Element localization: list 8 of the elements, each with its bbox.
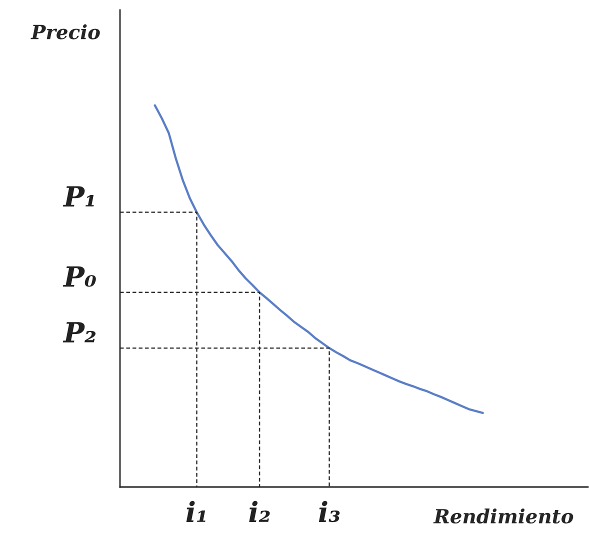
text: P₁ [62, 186, 94, 206]
x-tick-label: i₂ [249, 500, 270, 522]
x-axis-title: Rendimiento [433, 508, 574, 524]
x-tick-label: i₁ [186, 500, 206, 522]
y-axis-title: Precio [30, 24, 100, 40]
x-tick-label: i₃ [318, 500, 340, 522]
text: P₀ [62, 266, 96, 287]
text: P₂ [62, 322, 96, 342]
